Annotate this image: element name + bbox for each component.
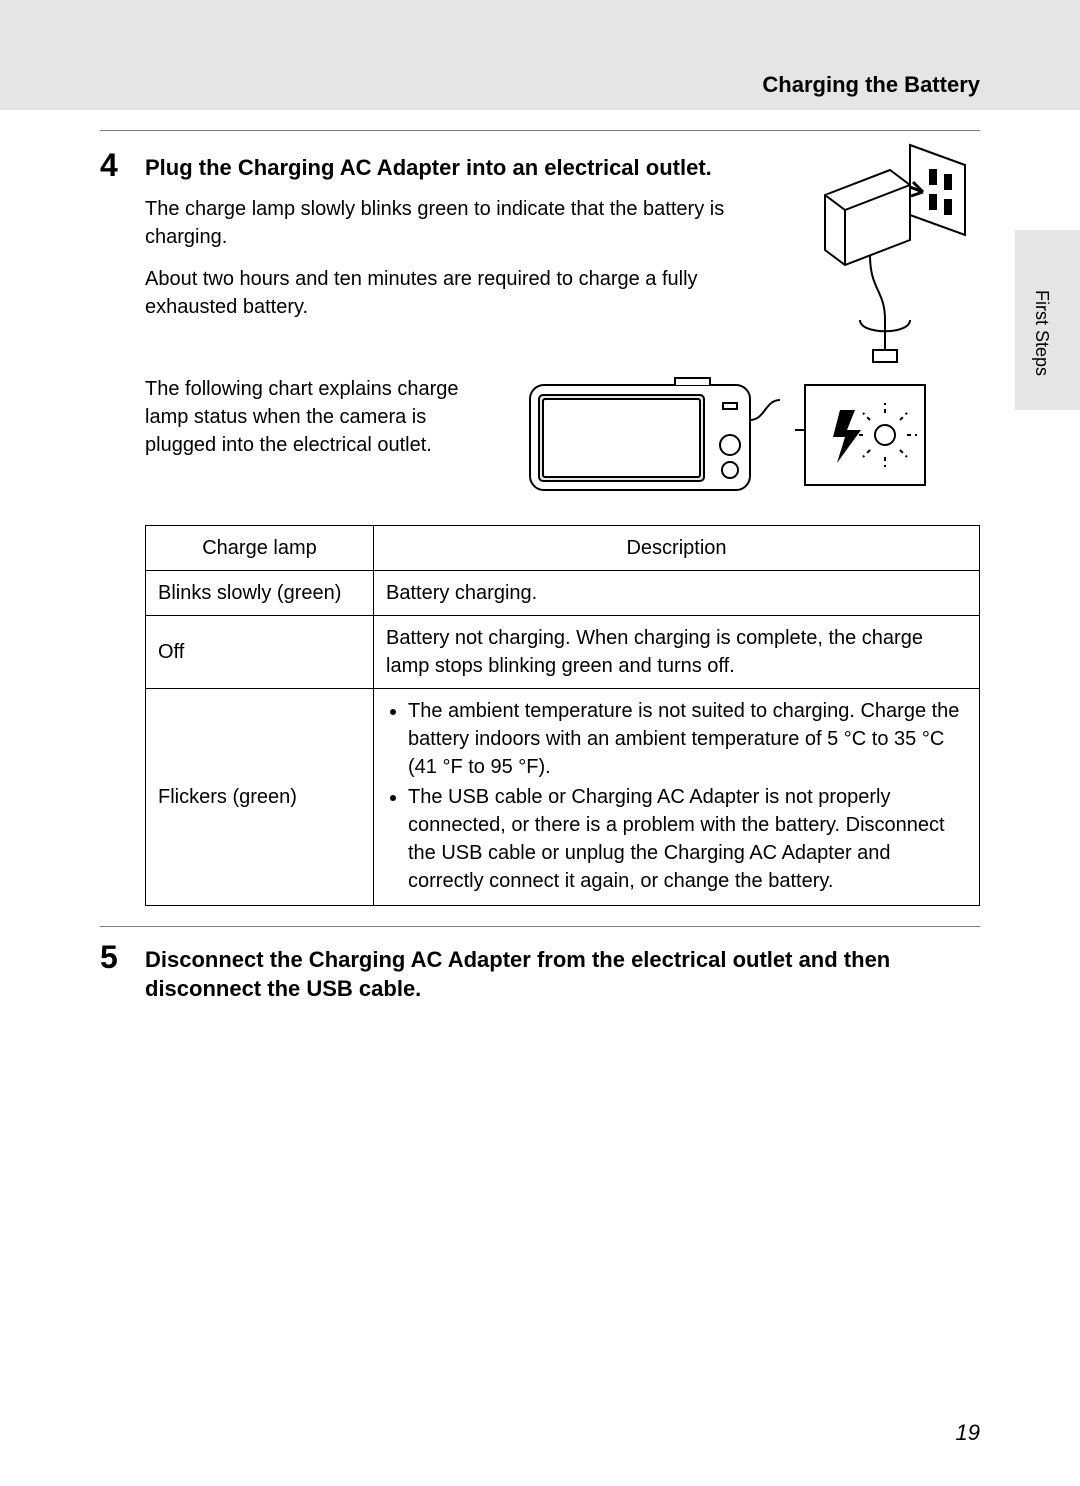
adapter-outlet-illustration: [815, 140, 985, 370]
step-4-para3: The following chart explains charge lamp…: [145, 375, 495, 459]
step-5-title: Disconnect the Charging AC Adapter from …: [145, 945, 980, 1004]
step-4-para2: About two hours and ten minutes are requ…: [145, 265, 725, 321]
step-number: 4: [100, 149, 145, 906]
table-row: Blinks slowly (green) Battery charging.: [146, 570, 980, 615]
table-header-desc: Description: [374, 525, 980, 570]
cell-desc: Battery charging.: [374, 570, 980, 615]
step-number: 5: [100, 941, 145, 1016]
cell-lamp: Blinks slowly (green): [146, 570, 374, 615]
cell-desc: The ambient temperature is not suited to…: [374, 688, 980, 905]
side-tab-label: First Steps: [1031, 290, 1052, 376]
bullet: The USB cable or Charging AC Adapter is …: [408, 783, 967, 895]
bullet: The ambient temperature is not suited to…: [408, 697, 967, 781]
step-4-para1: The charge lamp slowly blinks green to i…: [145, 195, 725, 251]
cell-lamp: Flickers (green): [146, 688, 374, 905]
camera-illustration: [525, 375, 785, 495]
charge-lamp-table: Charge lamp Description Blinks slowly (g…: [145, 525, 980, 906]
step-5: 5 Disconnect the Charging AC Adapter fro…: [100, 941, 980, 1016]
header-band: Charging the Battery: [0, 0, 1080, 110]
section-title: Charging the Battery: [762, 72, 980, 98]
charge-lamp-callout: [795, 375, 935, 495]
rule-top: [100, 130, 980, 131]
cell-desc: Battery not charging. When charging is c…: [374, 615, 980, 688]
rule-bottom: [100, 926, 980, 927]
table-row: Flickers (green) The ambient temperature…: [146, 688, 980, 905]
table-header-lamp: Charge lamp: [146, 525, 374, 570]
page-number: 19: [956, 1420, 980, 1446]
table-row: Off Battery not charging. When charging …: [146, 615, 980, 688]
cell-lamp: Off: [146, 615, 374, 688]
